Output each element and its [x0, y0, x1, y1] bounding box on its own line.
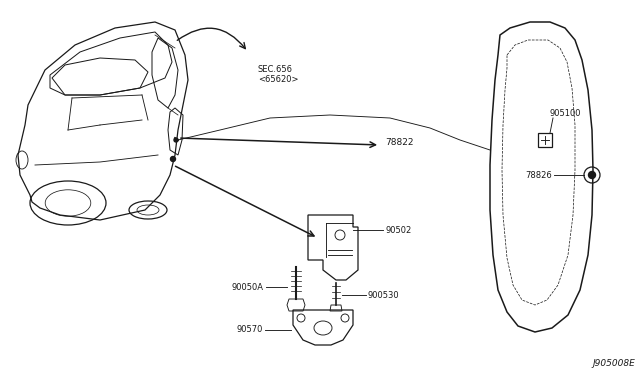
Text: 78826: 78826: [525, 170, 552, 180]
Circle shape: [589, 171, 595, 179]
Text: SEC.656
<65620>: SEC.656 <65620>: [258, 65, 298, 84]
Text: 90050A: 90050A: [232, 282, 264, 292]
Text: 900530: 900530: [368, 291, 399, 299]
Text: J905008E: J905008E: [592, 359, 635, 368]
Text: 90502: 90502: [385, 225, 412, 234]
Circle shape: [170, 157, 175, 161]
Text: 90570: 90570: [237, 326, 263, 334]
Circle shape: [174, 138, 178, 142]
Text: 905100: 905100: [550, 109, 582, 118]
Text: 78822: 78822: [385, 138, 413, 147]
